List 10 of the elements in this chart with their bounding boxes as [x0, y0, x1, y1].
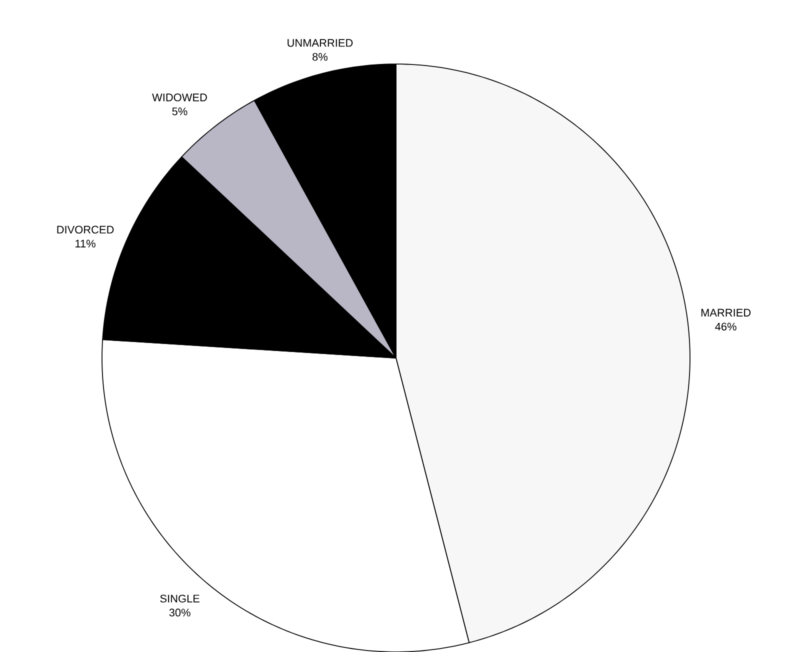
data-label: 11%	[76, 240, 96, 248]
slice-label: UNMARRIED	[288, 38, 353, 47]
slice-label: DIVORCED	[57, 226, 114, 234]
data-label: 8%	[312, 52, 328, 61]
data-label: 46%	[715, 322, 736, 330]
data-label: 30%	[169, 608, 190, 616]
slice-label: MARRIED	[701, 308, 751, 316]
slice-label: WIDOWED	[152, 93, 207, 102]
slice-label: SINGLE	[160, 594, 200, 602]
data-label: 5%	[172, 107, 188, 116]
